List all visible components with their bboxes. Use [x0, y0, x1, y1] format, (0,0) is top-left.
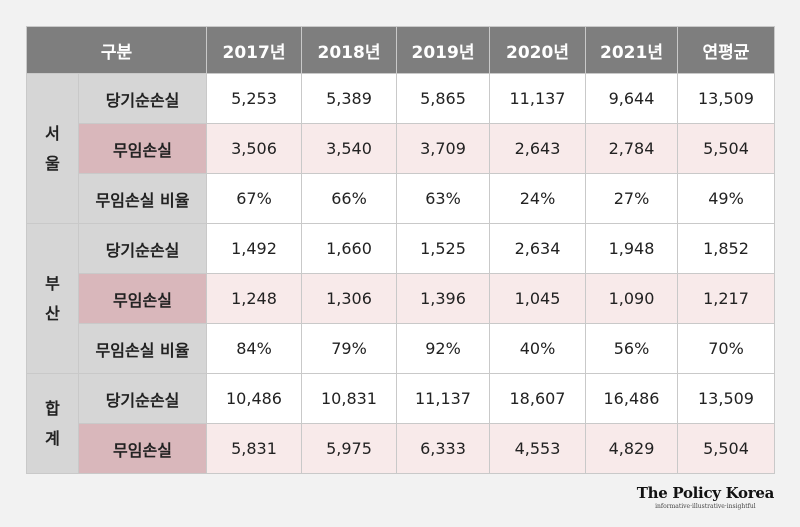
table-cell: 2,784 [585, 123, 678, 174]
table-cell: 4,829 [585, 423, 678, 474]
table-row: 무임손실 비율 67% 66% 63% 24% 27% 49% [27, 173, 775, 224]
table-row: 무임손실 1,248 1,306 1,396 1,045 1,090 1,217 [27, 273, 775, 324]
table-cell: 27% [585, 173, 678, 224]
table-cell: 18,607 [489, 373, 586, 424]
group-char: 서 [45, 123, 60, 143]
table-cell: 1,525 [396, 223, 490, 274]
header-year-2021: 2021년 [585, 26, 678, 74]
table-cell: 70% [677, 323, 775, 374]
table-cell: 3,540 [301, 123, 397, 174]
table-cell: 67% [206, 173, 302, 224]
group-busan: 부 산 [26, 223, 79, 374]
table-cell: 1,660 [301, 223, 397, 274]
table-cell: 5,504 [677, 423, 775, 474]
table-cell: 11,137 [489, 73, 586, 124]
row-label: 당기순손실 [78, 373, 207, 424]
table-cell: 6,333 [396, 423, 490, 474]
header-annual-average: 연평균 [677, 26, 775, 74]
group-char: 합 [45, 398, 60, 418]
logo-name: The Policy Korea [636, 484, 775, 502]
table-row: 무임손실 3,506 3,540 3,709 2,643 2,784 5,504 [27, 123, 775, 174]
table-cell: 5,504 [677, 123, 775, 174]
data-table: 구분 2017년 2018년 2019년 2020년 2021년 연평균 서 울… [26, 26, 775, 474]
table-row: 무임손실 비율 84% 79% 92% 40% 56% 70% [27, 323, 775, 374]
table-cell: 1,948 [585, 223, 678, 274]
table-row: 부 산 당기순손실 1,492 1,660 1,525 2,634 1,948 … [26, 223, 775, 374]
header-year-2019: 2019년 [396, 26, 490, 74]
table-cell: 84% [206, 323, 302, 374]
header-year-2017: 2017년 [206, 26, 302, 74]
table-cell: 3,709 [396, 123, 490, 174]
table-cell: 9,644 [585, 73, 678, 124]
table-row: 합 계 당기순손실 10,486 10,831 11,137 18,607 16… [26, 373, 775, 474]
group-seoul: 서 울 [26, 73, 79, 224]
table-cell: 4,553 [489, 423, 586, 474]
table-row: 무임손실 5,831 5,975 6,333 4,553 4,829 5,504 [27, 423, 775, 474]
header-year-2020: 2020년 [489, 26, 586, 74]
table-cell: 5,389 [301, 73, 397, 124]
table-cell: 49% [677, 173, 775, 224]
header-year-2018: 2018년 [301, 26, 397, 74]
table-cell: 13,509 [677, 373, 775, 424]
table-row: 서 울 당기순손실 5,253 5,389 5,865 11,137 9,644… [26, 73, 775, 224]
group-char: 계 [45, 428, 60, 448]
table-cell: 10,831 [301, 373, 397, 424]
table-cell: 11,137 [396, 373, 490, 424]
logo-tagline: informative·illustrative·insightful [655, 503, 756, 510]
row-label: 무임손실 [78, 273, 207, 324]
table-cell: 1,217 [677, 273, 775, 324]
table-cell: 1,090 [585, 273, 678, 324]
table-cell: 5,975 [301, 423, 397, 474]
table-cell: 56% [585, 323, 678, 374]
row-label: 무임손실 [78, 423, 207, 474]
row-label: 무임손실 비율 [78, 173, 207, 224]
header-row: 구분 2017년 2018년 2019년 2020년 2021년 연평균 [26, 26, 775, 74]
brand-logo: The Policy Korea informative·illustrativ… [636, 484, 775, 510]
group-char: 울 [45, 153, 60, 173]
table-cell: 3,506 [206, 123, 302, 174]
group-char: 부 [45, 273, 60, 293]
row-label: 무임손실 [78, 123, 207, 174]
table-cell: 16,486 [585, 373, 678, 424]
table-cell: 2,634 [489, 223, 586, 274]
table-cell: 1,396 [396, 273, 490, 324]
table-cell: 1,045 [489, 273, 586, 324]
table-cell: 40% [489, 323, 586, 374]
table-cell: 5,865 [396, 73, 490, 124]
table-cell: 5,253 [206, 73, 302, 124]
group-char: 산 [45, 303, 60, 323]
table-cell: 10,486 [206, 373, 302, 424]
table-cell: 1,248 [206, 273, 302, 324]
table-cell: 66% [301, 173, 397, 224]
table-cell: 92% [396, 323, 490, 374]
table-cell: 1,306 [301, 273, 397, 324]
row-label: 무임손실 비율 [78, 323, 207, 374]
table-cell: 24% [489, 173, 586, 224]
table-cell: 1,492 [206, 223, 302, 274]
row-label: 당기순손실 [78, 223, 207, 274]
row-label: 당기순손실 [78, 73, 207, 124]
table-cell: 79% [301, 323, 397, 374]
group-total: 합 계 [26, 373, 79, 474]
table-cell: 13,509 [677, 73, 775, 124]
header-category: 구분 [26, 26, 207, 74]
table-cell: 2,643 [489, 123, 586, 174]
table-cell: 5,831 [206, 423, 302, 474]
table-cell: 63% [396, 173, 490, 224]
table-cell: 1,852 [677, 223, 775, 274]
